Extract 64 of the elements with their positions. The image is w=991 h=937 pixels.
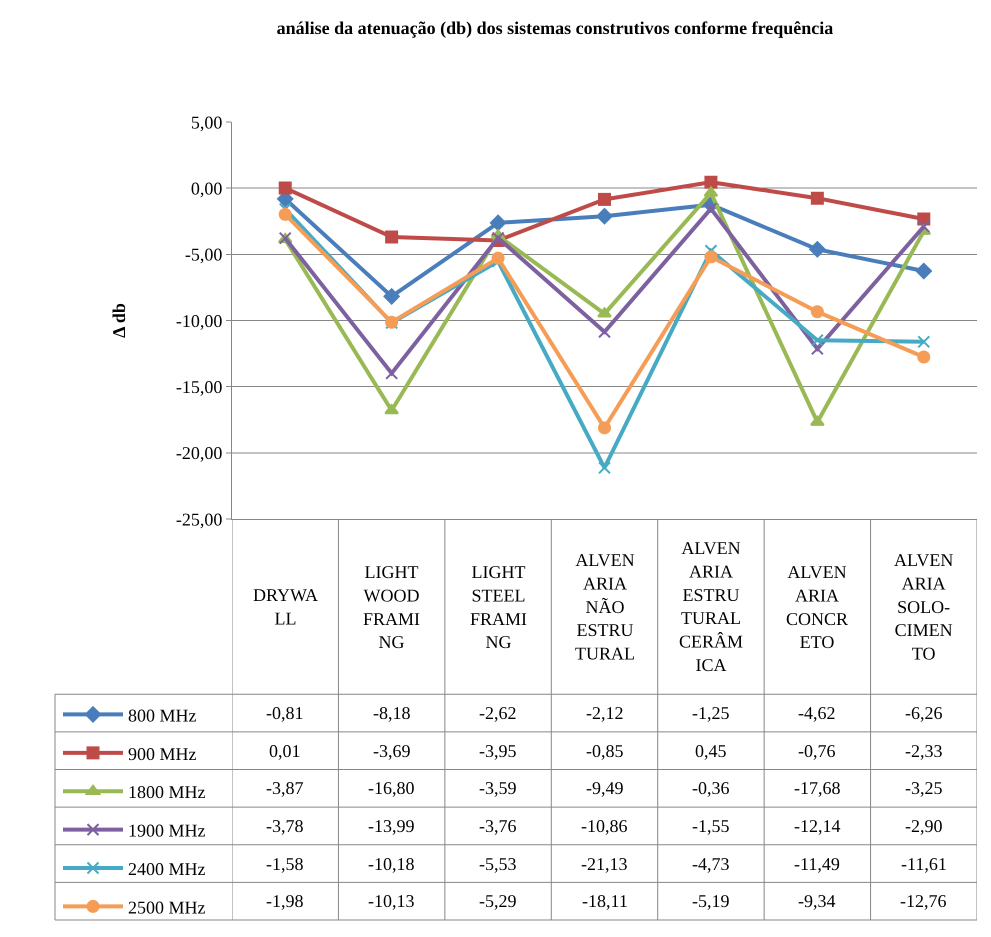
data-label: -4,73 <box>692 854 730 874</box>
data-label: -17,68 <box>794 778 840 798</box>
legend-label: 2400 MHz <box>128 859 206 880</box>
data-label: -3,25 <box>905 778 942 798</box>
data-label: -5,53 <box>479 854 516 874</box>
data-label: -21,13 <box>581 854 628 874</box>
data-label: -1,58 <box>266 854 304 874</box>
data-label: -9,49 <box>586 778 624 798</box>
data-label: -16,80 <box>368 778 414 798</box>
data-label: -6,26 <box>905 703 942 723</box>
data-label: -11,61 <box>901 854 947 874</box>
data-label: -9,34 <box>798 891 836 911</box>
data-label: -18,11 <box>582 891 628 911</box>
x-tick-label: LIGHT WOOD FRAMING <box>363 562 420 652</box>
data-label: -3,76 <box>479 816 516 836</box>
data-label: -0,76 <box>798 741 836 761</box>
y-tick-label: 0,00 <box>190 178 222 198</box>
legend-label: 2500 MHz <box>128 897 206 918</box>
data-label: -3,95 <box>479 741 516 761</box>
y-tick-label: -25,00 <box>176 509 222 530</box>
x-tick-label: ALVENARIA ESTRUTURAL CERÂMICA <box>679 538 744 675</box>
data-label: -1,25 <box>692 703 730 723</box>
data-label: -3,59 <box>479 778 516 798</box>
data-label: -5,19 <box>692 891 730 911</box>
y-tick-label: -15,00 <box>176 376 222 397</box>
data-label: 0,01 <box>269 741 300 761</box>
chart-title: análise da atenuação (db) dos sistemas construtivos conforme frequência <box>276 18 834 38</box>
data-label: -0,81 <box>266 703 304 723</box>
data-label: -10,86 <box>581 816 628 836</box>
data-label: -4,62 <box>798 703 836 723</box>
y-tick-label: -20,00 <box>176 443 222 464</box>
data-label: -12,14 <box>794 816 840 836</box>
y-tick-label: -5,00 <box>184 244 222 265</box>
data-label: -3,78 <box>266 816 304 836</box>
data-label: -1,55 <box>692 816 730 836</box>
data-label: -2,62 <box>479 703 516 723</box>
y-tick-label: -10,00 <box>176 310 222 331</box>
data-label: -13,99 <box>368 816 414 836</box>
data-label: -5,29 <box>479 891 516 911</box>
y-axis-title: Δ db <box>109 303 130 338</box>
data-label: -2,12 <box>586 703 624 723</box>
data-label: -10,18 <box>368 854 414 874</box>
legend-label: 900 MHz <box>128 744 197 764</box>
x-tick-label: ALVENARIA NÃO ESTRUTURAL <box>575 550 635 664</box>
data-label: -0,85 <box>586 741 624 761</box>
data-label: -3,87 <box>266 778 304 798</box>
data-label: -2,90 <box>905 816 942 836</box>
x-tick-label: ALVENARIA CONCRETO <box>786 562 848 652</box>
data-label: -0,36 <box>692 778 730 798</box>
y-tick-label: 5,00 <box>190 112 222 132</box>
x-tick-label: ALVENARIA SOLO-CIMENTO <box>894 550 954 664</box>
x-tick-label: LIGHT STEEL FRAMING <box>470 562 528 652</box>
data-label: 0,45 <box>695 741 726 761</box>
data-label: -3,69 <box>373 741 410 761</box>
data-label: -1,98 <box>266 891 304 911</box>
x-tick-label: DRYWALL <box>253 585 318 628</box>
data-label: -8,18 <box>373 703 410 723</box>
data-label: -11,49 <box>794 854 840 874</box>
legend-label: 800 MHz <box>128 705 197 726</box>
legend-label: 1800 MHz <box>128 782 206 802</box>
data-label: -2,33 <box>905 741 942 761</box>
legend-label: 1900 MHz <box>128 820 206 841</box>
data-label: -10,13 <box>368 891 414 911</box>
data-label: -12,76 <box>900 891 946 911</box>
